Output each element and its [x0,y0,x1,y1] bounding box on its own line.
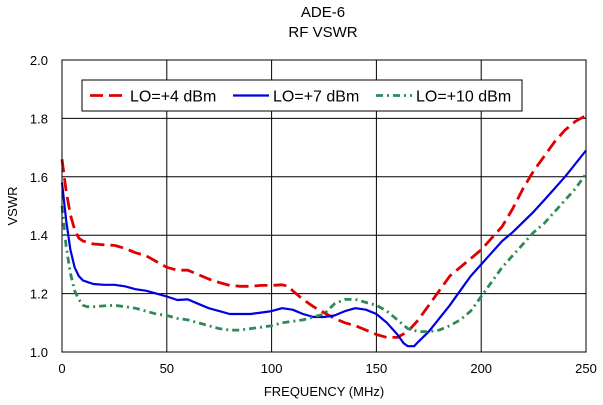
x-tick-label: 200 [470,361,492,376]
legend-label-1: LO=+7 dBm [273,89,359,106]
y-tick-label: 1.0 [30,345,48,360]
y-tick-label: 1.6 [30,170,48,185]
x-tick-label: 150 [366,361,388,376]
legend-label-2: LO=+10 dBm [416,89,511,106]
x-tick-label: 50 [160,361,174,376]
legend-label-0: LO=+4 dBm [130,89,216,106]
plot-frame [61,59,587,353]
x-axis-label: FREQUENCY (MHz) [264,384,384,399]
y-tick-label: 1.2 [30,287,48,302]
chart-subtitle: RF VSWR [288,24,357,41]
x-tick-label: 0 [58,361,65,376]
x-tick-label: 250 [575,361,597,376]
x-tick-label: 100 [261,361,283,376]
tick-labels: 0 50 100 150 200 250 1.0 1.2 1.4 1.6 1.8 2.0 [30,53,597,376]
y-tick-label: 1.8 [30,111,48,126]
y-tick-label: 1.4 [30,228,48,243]
series-line-2 [60,173,588,334]
series-lines [60,114,588,348]
legend-box [81,79,523,112]
y-axis-label: VSWR [5,187,20,226]
legend: LO=+4 dBm LO=+7 dBm LO=+10 dBm [81,79,523,112]
series-line-1 [60,149,587,348]
series-line-0 [60,114,587,339]
y-tick-label: 2.0 [30,53,48,68]
chart-title: ADE-6 [301,4,345,21]
